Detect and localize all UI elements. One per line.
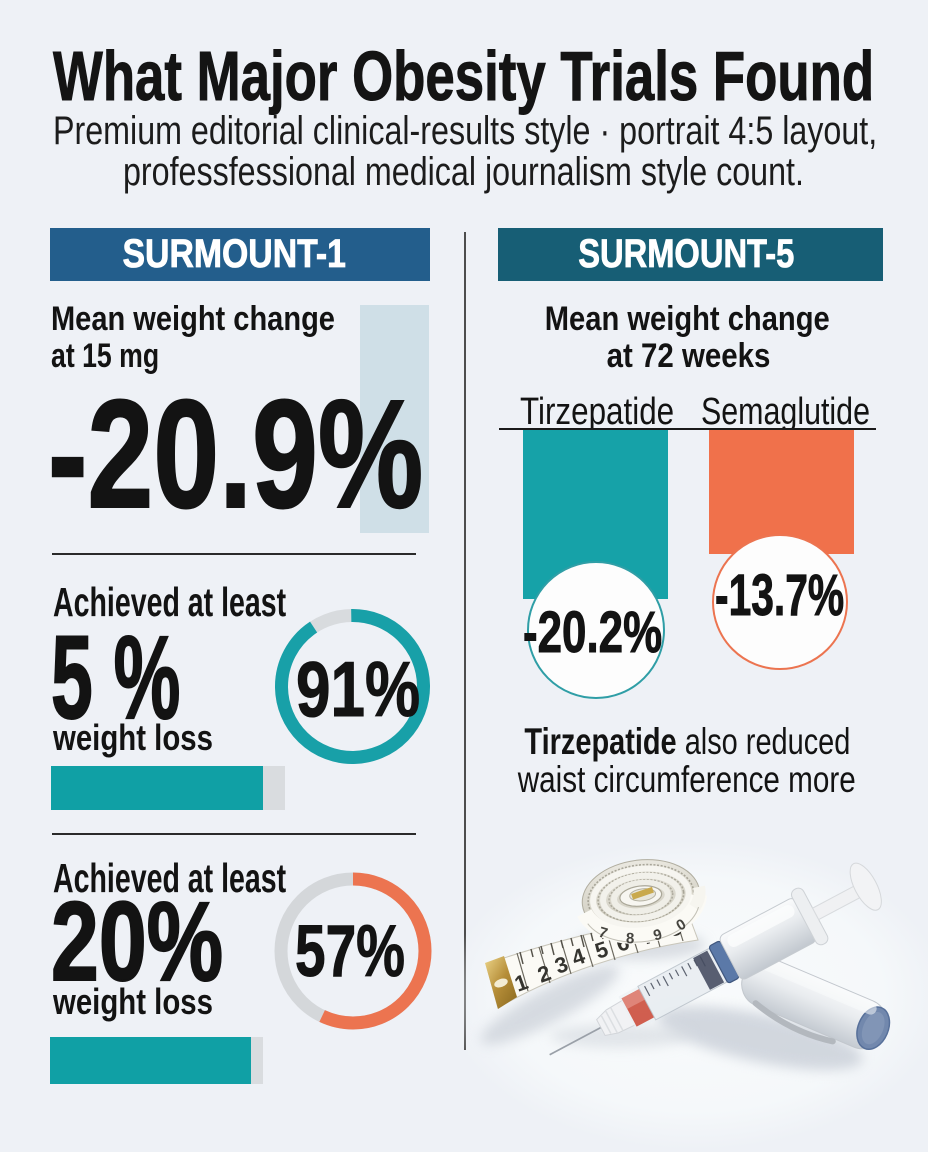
svg-text:8: 8 — [626, 930, 635, 947]
